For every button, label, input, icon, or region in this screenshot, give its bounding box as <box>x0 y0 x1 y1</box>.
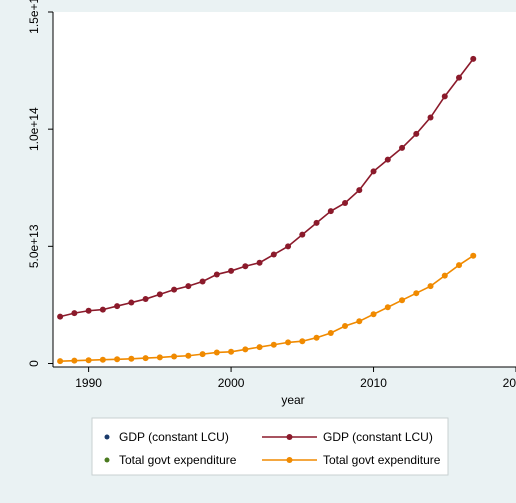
gdp-data-point <box>313 219 320 226</box>
gdp-data-point <box>128 299 135 306</box>
gdp-data-point <box>327 208 334 215</box>
gdp-data-point <box>441 93 448 100</box>
gdp-data-point <box>285 243 292 250</box>
gdp-data-point <box>213 271 220 278</box>
legend-label: GDP (constant LCU) <box>323 430 433 444</box>
govt-expenditure-data-point <box>199 351 206 358</box>
y-tick-label: 0 <box>27 360 41 367</box>
govt-expenditure-data-point <box>171 353 178 360</box>
legend-marker-icon <box>286 457 293 463</box>
govt-expenditure-data-point <box>57 358 64 365</box>
x-tick-label: 2020 <box>503 376 516 390</box>
x-axis-label: year <box>281 393 304 407</box>
gdp-data-point <box>99 306 106 313</box>
x-tick-label: 1990 <box>75 376 102 390</box>
govt-expenditure-data-point <box>299 338 306 345</box>
legend-label: GDP (constant LCU) <box>119 430 229 444</box>
series-layer <box>57 55 477 365</box>
gdp-data-point <box>156 291 163 298</box>
gdp-data-point <box>413 130 420 137</box>
legend-marker-icon <box>104 457 110 463</box>
gdp-data-point <box>228 267 235 274</box>
govt-expenditure-data-point <box>384 304 391 311</box>
gdp-data-point <box>242 263 249 270</box>
legend-marker-icon <box>286 434 293 440</box>
govt-expenditure-data-point <box>242 346 249 353</box>
gdp-data-point <box>427 114 434 121</box>
gdp-data-point <box>71 310 78 317</box>
gdp-data-point <box>199 278 206 285</box>
plot-area-background <box>53 12 516 367</box>
gdp-data-point <box>85 307 92 314</box>
gdp-data-point <box>356 187 363 194</box>
gdp-data-point <box>57 313 64 320</box>
axis-layer: 1990 2000 2010 2020 0 5.0e+13 1.0e+14 1.5e+14 <box>27 0 516 390</box>
legend-label: Total govt expenditure <box>119 453 237 467</box>
gdp-data-point <box>456 74 463 81</box>
gdp-data-point <box>370 168 377 175</box>
govt-expenditure-data-point <box>313 334 320 341</box>
govt-expenditure-data-point <box>228 348 235 355</box>
govt-expenditure-data-point <box>114 356 121 363</box>
gdp-data-point <box>142 296 149 303</box>
govt-expenditure-data-point <box>470 252 477 259</box>
govt-expenditure-data-point <box>441 272 448 279</box>
govt-expenditure-data-point <box>71 357 78 364</box>
gdp-data-point <box>470 55 477 62</box>
gdp-data-point <box>171 286 178 293</box>
gdp-data-point <box>399 144 406 151</box>
govt-expenditure-data-point <box>399 297 406 304</box>
govt-expenditure-data-point <box>413 290 420 297</box>
gdp-data-point <box>114 303 121 310</box>
govt-expenditure-data-point <box>327 330 334 337</box>
govt-expenditure-data-point <box>342 322 349 329</box>
govt-expenditure-data-point <box>85 357 92 364</box>
y-tick-label: 5.0e+13 <box>27 224 41 268</box>
x-tick-label: 2010 <box>360 376 387 390</box>
govt-expenditure-data-point <box>256 344 263 351</box>
govt-expenditure-data-point <box>356 318 363 325</box>
govt-expenditure-data-point <box>270 341 277 348</box>
legend: GDP (constant LCU) GDP (constant LCU) Tota… <box>104 430 441 467</box>
legend-box <box>91 417 449 476</box>
gdp-data-point <box>185 283 192 290</box>
legend-label: Total govt expenditure <box>323 453 441 467</box>
x-tick-label: 2000 <box>218 376 245 390</box>
govt-expenditure-data-point <box>370 311 377 318</box>
govt-expenditure-data-point <box>99 356 106 363</box>
govt-expenditure-data-point <box>185 352 192 359</box>
govt-expenditure-data-point <box>142 355 149 362</box>
gdp-data-point <box>299 231 306 238</box>
gdp-data-point <box>256 259 263 266</box>
govt-expenditure-data-point <box>285 339 292 346</box>
govt-expenditure-data-point <box>213 349 220 356</box>
gdp-data-point <box>342 199 349 206</box>
gdp-data-point <box>384 156 391 163</box>
y-tick-label: 1.0e+14 <box>27 107 41 151</box>
gdp-data-point <box>270 251 277 258</box>
legend-marker-icon <box>104 434 110 440</box>
govt-expenditure-data-point <box>128 355 135 362</box>
govt-expenditure-data-point <box>156 354 163 361</box>
govt-expenditure-data-point <box>427 283 434 290</box>
govt-expenditure-data-point <box>456 262 463 269</box>
y-tick-label: 1.5e+14 <box>27 0 41 34</box>
